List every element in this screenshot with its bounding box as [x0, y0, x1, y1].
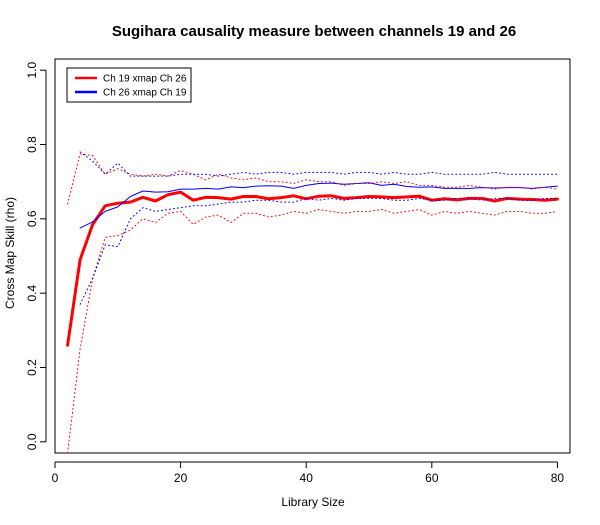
y-axis-label: Cross Map Skill (rho) — [3, 197, 17, 309]
x-axis: 0 20 40 60 80 — [52, 461, 565, 485]
x-tick-label: 0 — [52, 471, 59, 485]
legend-label-1: Ch 26 xmap Ch 19 — [103, 88, 187, 99]
series-line-3 — [67, 209, 558, 454]
y-tick-label: 0.4 — [25, 285, 39, 302]
x-tick-label: 80 — [551, 471, 565, 485]
y-tick-label: 0.2 — [25, 359, 39, 376]
series-line-0 — [66, 190, 559, 347]
chart-title: Sugihara causality measure between chann… — [112, 23, 516, 40]
legend: Ch 19 xmap Ch 26 Ch 26 xmap Ch 19 — [66, 67, 192, 103]
series-line-5 — [79, 197, 558, 305]
plot-frame — [54, 58, 571, 454]
series-layer — [66, 151, 559, 454]
x-tick-label: 20 — [174, 471, 188, 485]
y-tick-label: 0.8 — [25, 136, 39, 153]
y-axis: 0.0 0.2 0.4 0.6 0.8 1.0 — [25, 61, 47, 450]
x-axis-label: Library Size — [281, 495, 345, 509]
y-tick-label: 1.0 — [25, 61, 39, 78]
legend-label-0: Ch 19 xmap Ch 26 — [103, 74, 187, 85]
x-tick-label: 60 — [425, 471, 439, 485]
legend-box — [66, 67, 192, 103]
series-line-1 — [79, 182, 558, 229]
x-tick-label: 40 — [300, 471, 314, 485]
y-tick-label: 0.0 — [25, 433, 39, 450]
y-tick-label: 0.6 — [25, 210, 39, 227]
series-line-4 — [79, 151, 558, 177]
series-line-2 — [67, 153, 558, 205]
